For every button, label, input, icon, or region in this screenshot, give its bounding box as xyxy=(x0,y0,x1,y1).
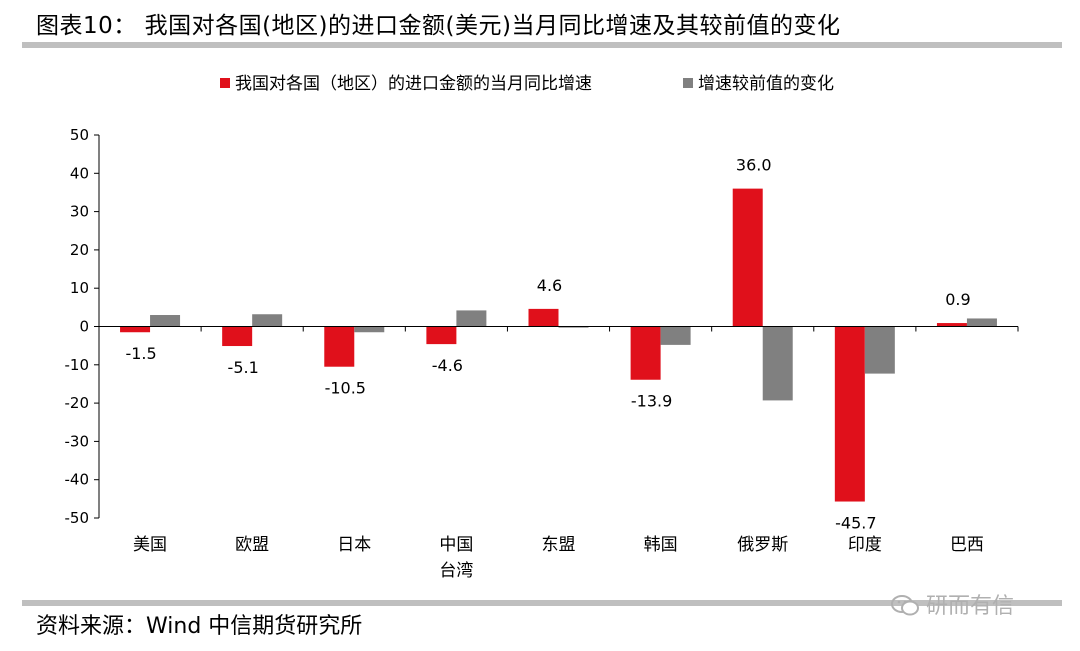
category-label-7: 俄罗斯 xyxy=(737,535,788,555)
y-tick-label: 10 xyxy=(70,279,89,297)
y-tick-label: 0 xyxy=(79,318,89,336)
bar-series-1-4 xyxy=(426,326,457,345)
category-label-8: 印度 xyxy=(848,535,882,555)
bar-series-1-6 xyxy=(630,326,661,380)
data-labels: -1.5 -5.1 -10.5 -4.6 4.6 -13.9 36.0 -45.7 0.9 xyxy=(125,156,970,533)
bar-series-2-9 xyxy=(966,318,997,327)
data-label-7: 36.0 xyxy=(736,156,772,175)
y-tick-label: 40 xyxy=(70,164,89,182)
category-label-1: 美国 xyxy=(133,535,167,555)
bottom-divider xyxy=(22,600,1062,606)
y-axis: -50 -40 -30 -20 -10 0 10 20 30 40 50 xyxy=(65,126,100,527)
data-label-2: -5.1 xyxy=(228,358,259,377)
legend-swatch-series-2 xyxy=(683,78,693,88)
figure-title: 图表10： 我国对各国(地区)的进口金额(美元)当月同比增速及其较前值的变化 xyxy=(36,13,841,39)
bar-series-1-2 xyxy=(222,326,253,347)
category-label-4: 中国 xyxy=(439,535,473,555)
y-tick-label: -40 xyxy=(65,471,90,489)
y-tick-label: -10 xyxy=(65,356,90,374)
legend-swatch-series-1 xyxy=(220,78,230,88)
y-tick-label: 30 xyxy=(70,203,89,221)
bar-series-1-9 xyxy=(936,323,967,327)
data-label-5: 4.6 xyxy=(537,276,562,295)
y-tick-label: -30 xyxy=(65,432,90,450)
legend-label-series-2: 增速较前值的变化 xyxy=(698,74,834,94)
bar-series-2-2 xyxy=(252,314,283,327)
y-tick-label: 50 xyxy=(70,126,89,144)
category-label-5: 东盟 xyxy=(542,535,576,555)
watermark-text: 研而有信 xyxy=(926,594,1015,619)
bar-series-2-5 xyxy=(558,326,589,328)
bar-series-1-8 xyxy=(834,326,865,502)
y-tick-label: 20 xyxy=(70,241,89,259)
category-label-9: 巴西 xyxy=(950,535,984,555)
top-divider xyxy=(22,42,1062,48)
data-label-4: -4.6 xyxy=(432,356,463,375)
bar-series-2-1 xyxy=(150,315,181,327)
y-tick-label: -50 xyxy=(65,509,90,527)
y-tick-label: -20 xyxy=(65,394,90,412)
bar-series-1-7 xyxy=(732,188,763,327)
category-label-4: 台湾 xyxy=(439,561,473,581)
category-label-6: 韩国 xyxy=(644,535,678,555)
bar-series-2-4 xyxy=(456,310,487,327)
bar-series-2-6 xyxy=(660,326,691,345)
category-label-3: 日本 xyxy=(337,535,371,555)
data-label-8: -45.7 xyxy=(835,514,876,533)
bar-series-1-3 xyxy=(324,326,355,367)
bar-series-1-1 xyxy=(120,326,151,333)
bar-series-1-5 xyxy=(528,308,559,327)
bar-series-2-3 xyxy=(354,326,385,333)
wechat-icon xyxy=(891,595,919,616)
bar-series-2-8 xyxy=(864,326,895,374)
chart-legend: 我国对各国（地区）的进口金额的当月同比增速 增速较前值的变化 xyxy=(220,74,834,94)
data-label-6: -13.9 xyxy=(631,392,672,411)
legend-label-series-1: 我国对各国（地区）的进口金额的当月同比增速 xyxy=(235,74,592,94)
bar-series-2-7 xyxy=(762,326,793,401)
data-label-1: -1.5 xyxy=(125,344,156,363)
data-label-3: -10.5 xyxy=(325,379,366,398)
bars xyxy=(120,188,997,502)
bar-chart: 我国对各国（地区）的进口金额的当月同比增速 增速较前值的变化 -50 -40 -30… xyxy=(65,74,1019,581)
watermark: 研而有信 xyxy=(890,588,1014,620)
data-label-9: 0.9 xyxy=(945,290,970,309)
source-note: 资料来源：Wind 中信期货研究所 xyxy=(36,614,363,639)
category-label-2: 欧盟 xyxy=(235,535,269,555)
